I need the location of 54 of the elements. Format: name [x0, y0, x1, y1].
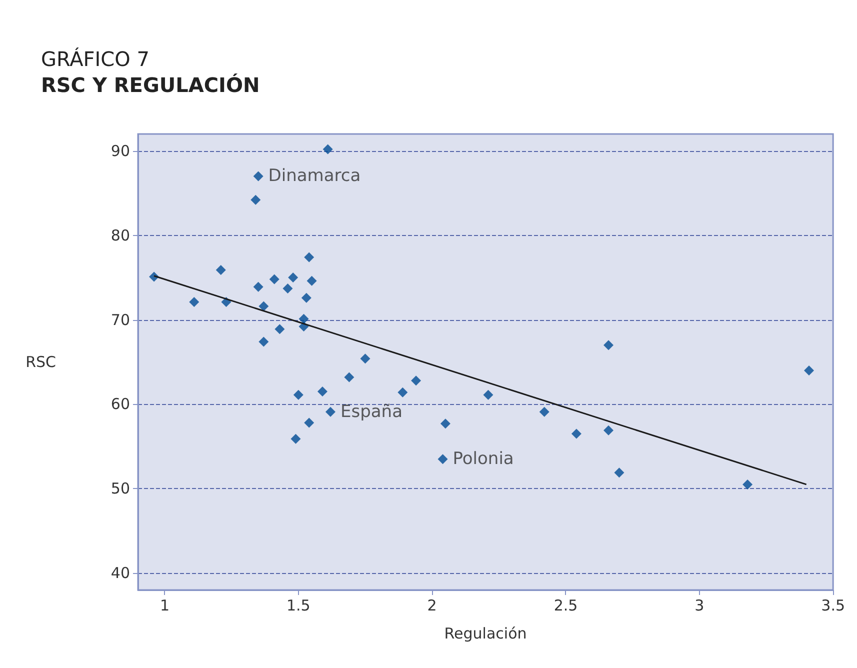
point [216, 264, 226, 275]
chart-title: GRÁFICO 7 [41, 47, 150, 71]
y-tick-label: 60 [110, 395, 130, 414]
point [804, 365, 814, 376]
point [322, 144, 333, 154]
point [438, 454, 448, 464]
point [539, 406, 550, 417]
point [325, 406, 336, 417]
point [304, 252, 314, 262]
y-axis-title: RSC [26, 353, 56, 371]
x-tick-label: 2 [427, 596, 437, 614]
point [258, 336, 269, 347]
point [293, 390, 304, 400]
point [274, 324, 285, 334]
x-tick-label: 1.5 [286, 596, 310, 614]
point [604, 425, 614, 436]
point [282, 284, 293, 294]
point [571, 428, 582, 439]
point [604, 340, 614, 350]
x-tick-label: 2.5 [554, 596, 578, 614]
point [398, 387, 408, 398]
point [189, 297, 200, 308]
point [742, 479, 753, 490]
point [250, 194, 261, 205]
x-axis-title: Regulación [444, 624, 527, 642]
annotation: Dinamarca [268, 166, 361, 186]
point [253, 171, 264, 182]
point [253, 282, 264, 292]
x-tick-label: 3.5 [821, 596, 845, 614]
point [440, 418, 450, 429]
y-tick-label: 70 [110, 310, 130, 329]
y-tick-label: 40 [110, 564, 130, 582]
annotation: Polonia [452, 449, 514, 470]
point [258, 301, 269, 312]
point [306, 276, 317, 286]
y-tick-label: 90 [110, 142, 130, 160]
point [344, 372, 354, 382]
x-tick-label: 1 [160, 596, 170, 614]
point [483, 390, 494, 400]
point [317, 386, 328, 397]
point [411, 376, 422, 386]
point [290, 434, 301, 444]
point [288, 272, 298, 283]
y-tick-label: 50 [110, 480, 130, 498]
annotation: España [340, 402, 402, 422]
chart-subtitle: RSC Y REGULACIÓN [41, 73, 260, 97]
point [298, 314, 309, 324]
point [304, 418, 314, 428]
point [614, 468, 624, 478]
x-tick-label: 3 [694, 596, 704, 614]
point [301, 292, 312, 303]
y-tick-label: 80 [110, 226, 130, 244]
point [269, 274, 280, 284]
point [360, 354, 370, 364]
